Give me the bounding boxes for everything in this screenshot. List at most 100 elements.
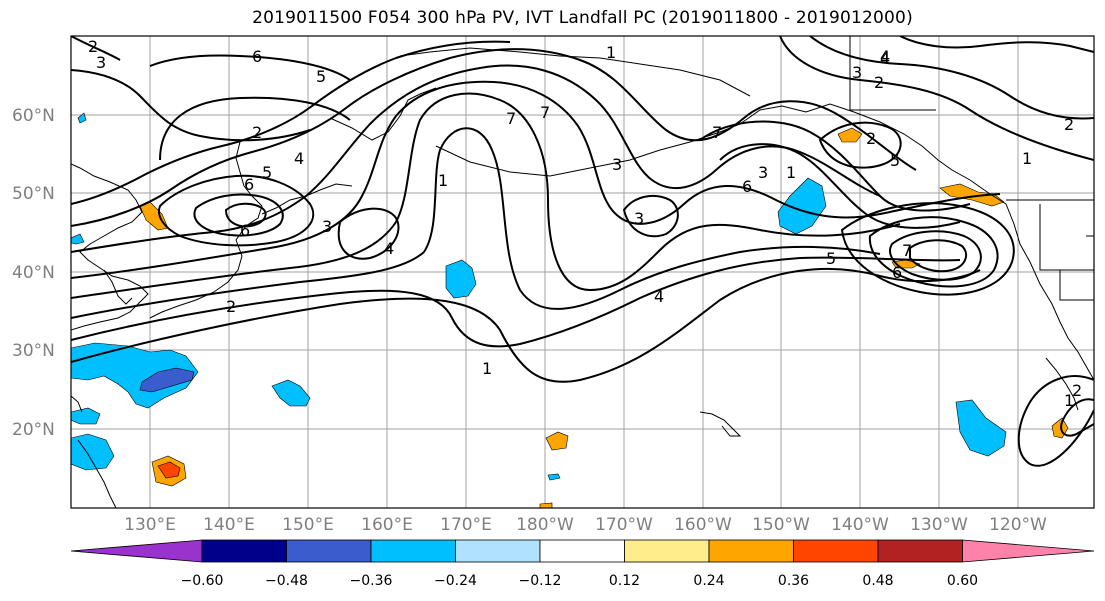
- contour-label: 1: [1064, 391, 1074, 410]
- lon-label: 180°W: [516, 515, 574, 535]
- coast-baja: [1045, 357, 1079, 411]
- longitude-labels: 130°E 140°E 150°E 160°E 170°E 180°W 170°…: [124, 515, 1047, 535]
- lon-label: 150°E: [282, 515, 334, 535]
- contour-label: 4: [880, 49, 890, 68]
- shade-positive: [157, 461, 181, 479]
- contour-line: [899, 36, 1094, 53]
- contour-line: [193, 193, 284, 237]
- contour-line: [71, 80, 1001, 279]
- border-states: [1039, 204, 1094, 301]
- contour-label: 1: [482, 359, 492, 378]
- colorbar-extend-high: [962, 539, 1095, 563]
- contour-line: [71, 36, 121, 61]
- contour-label: 6: [244, 175, 254, 194]
- contour-line: [71, 92, 901, 299]
- contour-label: 3: [852, 63, 862, 82]
- contour-label: 6: [252, 47, 262, 66]
- lat-label: 20°N: [12, 420, 55, 440]
- contour-label: 2: [1064, 115, 1074, 134]
- coast-westus: [1005, 203, 1094, 381]
- contour-line: [719, 143, 961, 229]
- contour-line: [71, 48, 917, 227]
- lon-label: 160°W: [674, 515, 732, 535]
- contour-line: [889, 230, 982, 281]
- contour-label: 3: [634, 209, 644, 228]
- colorbar-bin: [793, 539, 879, 563]
- shade-negative: [955, 399, 1007, 457]
- colorbar-bin: [455, 539, 541, 563]
- lon-label: 150°W: [752, 515, 810, 535]
- contour-label: 7: [902, 241, 912, 260]
- latitude-labels: 60°N 50°N 40°N 30°N 20°N: [12, 106, 55, 440]
- contour-label: 1: [786, 163, 796, 182]
- lat-label: 50°N: [12, 184, 55, 204]
- contour-line: [337, 207, 400, 260]
- colorbar-ticks: −0.60 −0.48 −0.36 −0.24 −0.12 0.12 0.24 …: [181, 573, 979, 589]
- contour-label: 4: [294, 149, 304, 168]
- contour-label: 7: [540, 103, 550, 122]
- colorbar-tick-label: 0.24: [693, 573, 724, 589]
- colorbar-tick-label: −0.48: [265, 573, 308, 589]
- lat-label: 40°N: [12, 263, 55, 283]
- colorbar-tick-label: 0.48: [862, 573, 893, 589]
- colorbar-tick-label: −0.24: [434, 573, 477, 589]
- contour-line: [71, 256, 961, 348]
- contour-label: 2: [874, 73, 884, 92]
- contour-label: 3: [758, 163, 768, 182]
- colorbar-bin: [624, 539, 710, 563]
- contour-line: [159, 96, 351, 161]
- coast-kamchatka: [329, 87, 437, 141]
- lon-label: 140°W: [831, 515, 889, 535]
- lat-label: 30°N: [12, 341, 55, 361]
- colorbar-bin: [201, 539, 287, 563]
- coast-hawaii: [699, 411, 742, 437]
- contour-line: [71, 127, 881, 319]
- contour-label: 5: [826, 249, 836, 268]
- contour-label: 3: [96, 53, 106, 72]
- contour-line: [71, 40, 511, 205]
- shade-positive: [539, 502, 553, 508]
- contour-label: 6: [742, 177, 752, 196]
- shade-positive: [139, 201, 169, 231]
- lon-label: 140°E: [203, 515, 255, 535]
- contour-line: [71, 267, 981, 383]
- colorbar: [70, 539, 1095, 563]
- contour-line: [149, 54, 351, 81]
- colorbar-bin: [708, 539, 794, 563]
- contour-label: 1: [438, 171, 448, 190]
- contour-line: [840, 202, 1015, 296]
- contour-label: 6: [240, 221, 250, 240]
- contour-line: [158, 174, 315, 247]
- lon-label: 170°W: [595, 515, 653, 535]
- colorbar-tick-label: 0.36: [778, 573, 809, 589]
- contour-line: [1017, 375, 1094, 467]
- colorbar-tick-label: −0.12: [519, 573, 562, 589]
- contour-label: 5: [890, 151, 900, 170]
- plot-title: 2019011500 F054 300 hPa PV, IVT Landfall…: [252, 8, 913, 28]
- contour-label: 3: [322, 217, 332, 236]
- contour-label: 5: [262, 163, 272, 182]
- contour-label: 7: [712, 123, 722, 142]
- colorbar-bin: [539, 539, 625, 563]
- colorbar-bin: [370, 539, 456, 563]
- shade-negative: [71, 342, 199, 409]
- coast-taiwan: [71, 395, 83, 413]
- contour-line: [699, 120, 971, 212]
- colorbar-bin: [286, 539, 372, 563]
- shade-negative: [77, 112, 87, 124]
- contour-line: [224, 202, 267, 228]
- shade-negative: [445, 259, 477, 299]
- lon-label: 130°W: [910, 515, 968, 535]
- contour-line: [909, 239, 968, 273]
- colorbar-tick-label: 0.60: [947, 573, 978, 589]
- shade-positive: [545, 431, 569, 451]
- contour-label: 6: [892, 263, 902, 282]
- contour-line: [868, 216, 999, 288]
- coast-sakhalin: [235, 141, 245, 187]
- contour-label: 7: [506, 109, 516, 128]
- contour-line: [809, 36, 1094, 120]
- contour-label: 2: [866, 129, 876, 148]
- shade-negative: [139, 367, 195, 393]
- colorbar-bin: [877, 539, 963, 563]
